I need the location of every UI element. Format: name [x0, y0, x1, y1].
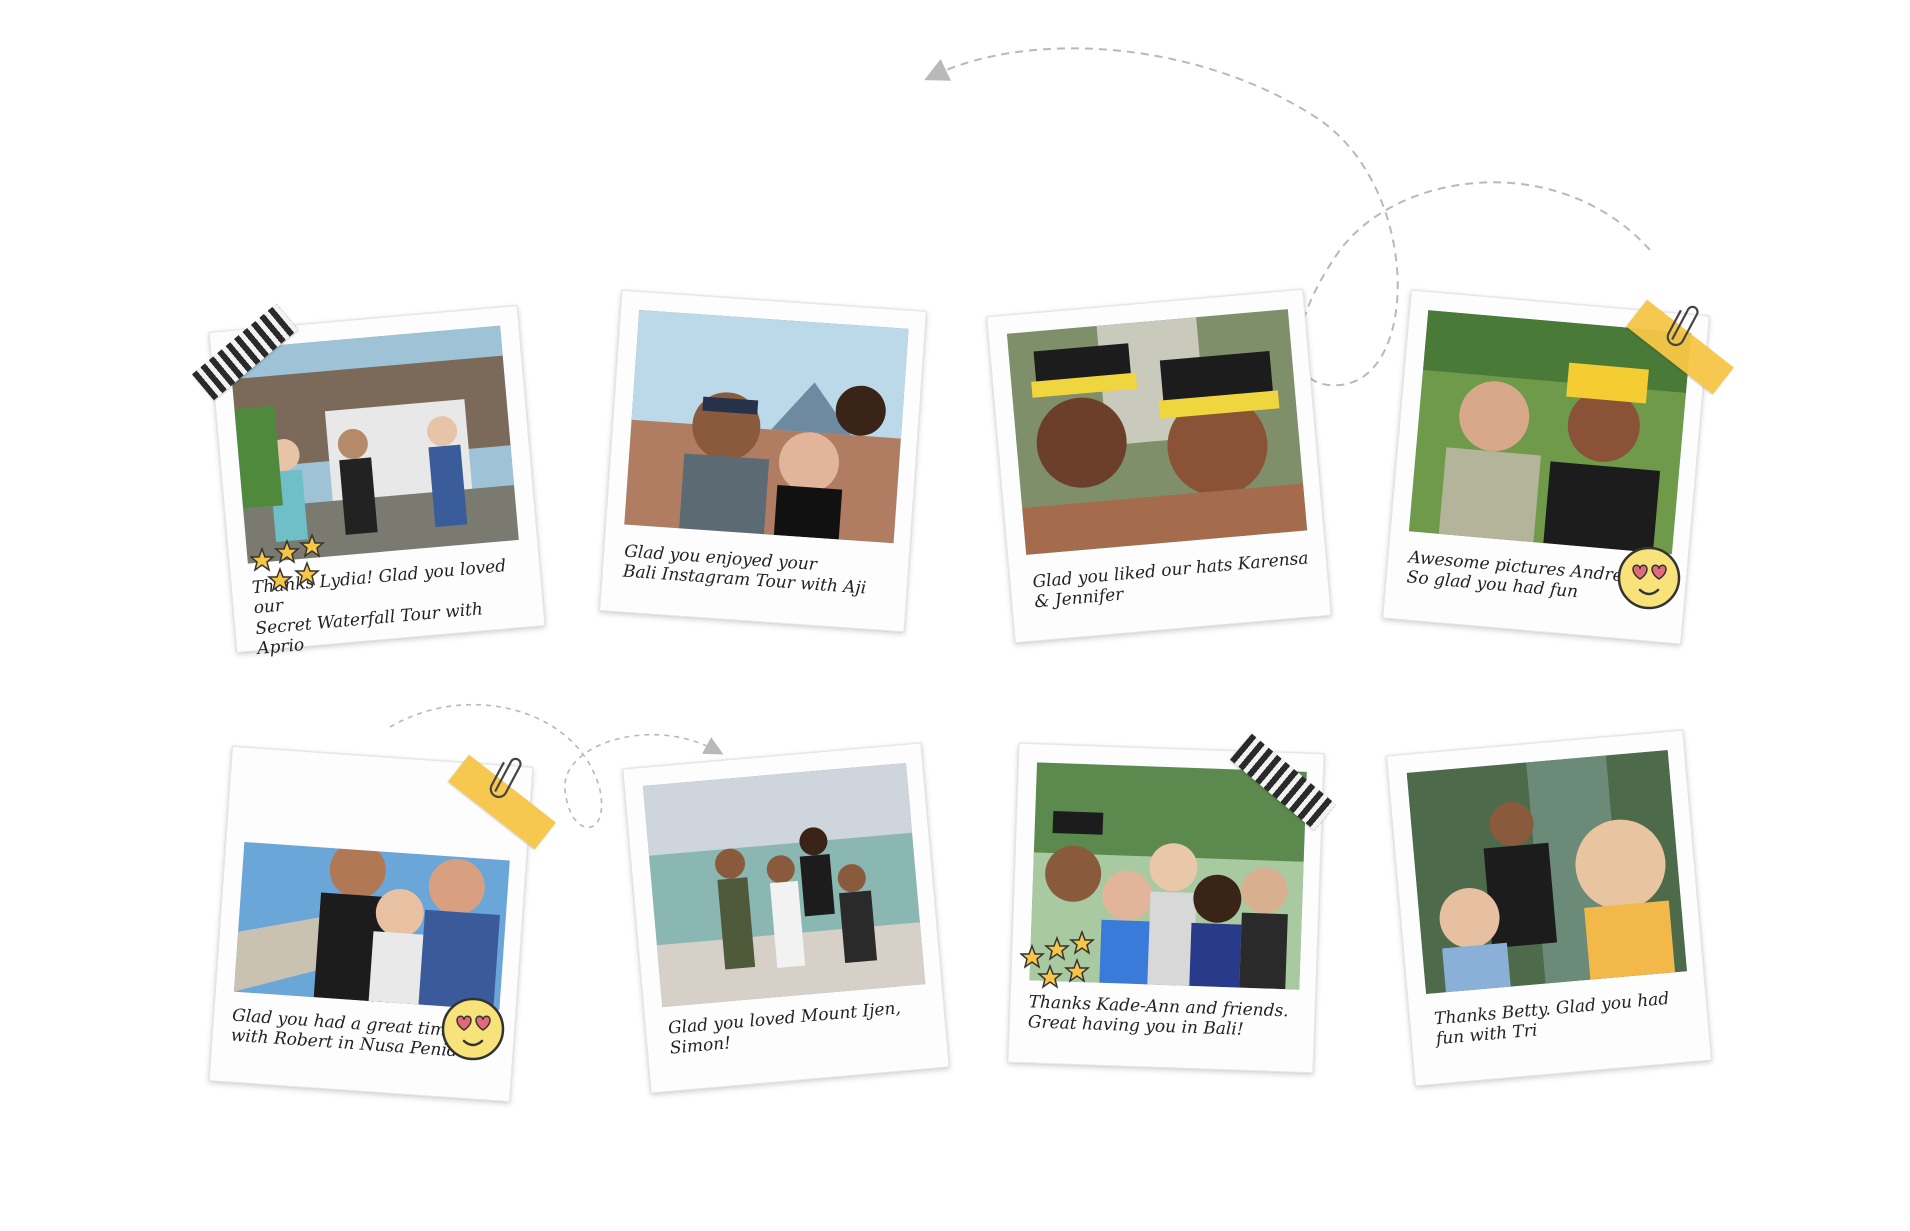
- photo-4: [1408, 310, 1692, 555]
- heart-eyes-emoji-icon-2: [441, 997, 505, 1061]
- caption-7: Thanks Kade-Ann and friends. Great havin…: [1027, 992, 1289, 1041]
- caption-8: Thanks Betty. Glad you had fun with Tri: [1433, 988, 1671, 1050]
- polaroid-3: Glad you liked our hats Karensa & Jennif…: [986, 288, 1332, 644]
- caption-6: Glad you loved Mount Ijen, Simon!: [667, 998, 902, 1059]
- caption-2: Glad you enjoyed your Bali Instagram Tou…: [622, 541, 867, 599]
- polaroid-6: Glad you loved Mount Ijen, Simon!: [622, 742, 950, 1094]
- heart-eyes-emoji-icon: [1617, 546, 1681, 610]
- polaroid-5: Glad you had a great time with Robert in…: [208, 745, 534, 1103]
- photo-3: [1006, 309, 1308, 555]
- paperclip-icon: [1666, 305, 1699, 347]
- photo-8: [1406, 750, 1688, 995]
- photo-1: [229, 325, 519, 564]
- photo-5: [233, 841, 510, 1011]
- polaroid-4: Awesome pictures Andrea! So glad you had…: [1382, 289, 1710, 645]
- polaroid-2: Glad you enjoyed your Bali Instagram Tou…: [599, 289, 927, 633]
- stars-icon-2: [1020, 930, 1096, 989]
- paperclip-icon-2: [489, 757, 522, 799]
- polaroid-8: Thanks Betty. Glad you had fun with Tri: [1386, 729, 1712, 1087]
- caption-3: Glad you liked our hats Karensa & Jennif…: [1031, 548, 1310, 613]
- photo-2: [624, 309, 909, 544]
- photo-6: [642, 762, 926, 1008]
- stars-icon: [250, 533, 326, 592]
- polaroid-7: Thanks Kade-Ann and friends. Great havin…: [1007, 742, 1325, 1074]
- photo-7: [1029, 762, 1307, 990]
- polaroid-1: Thanks Lydia! Glad you loved our Secret …: [208, 305, 546, 659]
